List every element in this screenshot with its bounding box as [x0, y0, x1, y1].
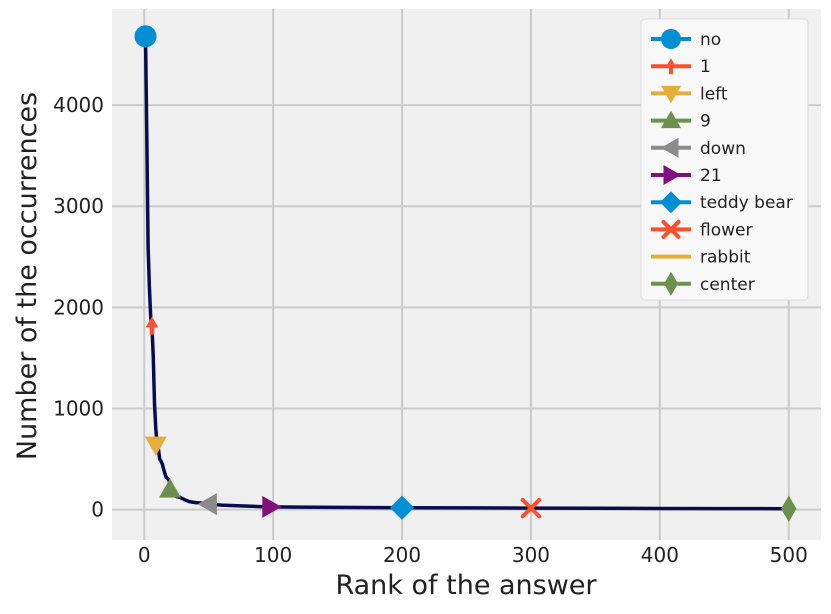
- legend-marker-1: [665, 58, 677, 75]
- legend-label-6: teddy bear: [700, 193, 793, 213]
- y-tick-labels: 0 1000 2000 3000 4000: [53, 93, 104, 522]
- legend-marker-0: [661, 29, 681, 49]
- marker-5: [262, 495, 282, 518]
- marker-1: [145, 316, 159, 335]
- legend-marker-5: [663, 165, 681, 185]
- legend-marker-7: [661, 219, 681, 239]
- legend-marker-6: [660, 191, 682, 214]
- marker-7: [520, 497, 542, 519]
- x-axis-label: Rank of the answer: [335, 570, 597, 601]
- marker-0: [134, 25, 157, 48]
- y-tick-label-3: 3000: [53, 194, 104, 218]
- legend-label-3: 9: [700, 112, 711, 132]
- legend-marker-2: [661, 85, 681, 104]
- marker-9: [781, 495, 797, 522]
- y-tick-label-2: 2000: [53, 295, 104, 319]
- legend-label-7: flower: [700, 220, 752, 240]
- legend-label-4: down: [700, 139, 746, 159]
- legend-label-2: left: [700, 84, 728, 104]
- legend-marker-4: [661, 137, 679, 158]
- legend-label-8: rabbit: [700, 248, 751, 268]
- legend: no 1 left 9 down 21 teddy bear flower rabbit cent…: [640, 18, 809, 301]
- marker-6: [389, 495, 415, 520]
- y-tick-label-4: 4000: [53, 93, 104, 117]
- legend-label-1: 1: [700, 57, 711, 77]
- legend-label-5: 21: [700, 166, 722, 186]
- x-tick-label-5: 500: [770, 543, 808, 567]
- marker-layer: [134, 25, 797, 522]
- legend-label-9: center: [700, 275, 755, 295]
- y-tick-label-1: 1000: [53, 397, 104, 421]
- x-tick-label-2: 200: [383, 543, 421, 567]
- x-tick-labels: 0 100 200 300 400 500: [138, 543, 808, 567]
- x-tick-label-1: 100: [254, 543, 292, 567]
- y-tick-label-0: 0: [91, 498, 104, 522]
- x-tick-label-3: 300: [512, 543, 550, 567]
- x-tick-label-4: 400: [641, 543, 679, 567]
- y-axis-label: Number of the occurrences: [12, 92, 43, 460]
- marker-2: [144, 436, 167, 456]
- legend-label-0: no: [700, 30, 721, 50]
- marker-4: [197, 493, 217, 516]
- x-tick-label-0: 0: [138, 543, 151, 567]
- legend-marker-9: [664, 271, 678, 296]
- marker-3: [159, 478, 182, 498]
- legend-marker-3: [661, 110, 681, 129]
